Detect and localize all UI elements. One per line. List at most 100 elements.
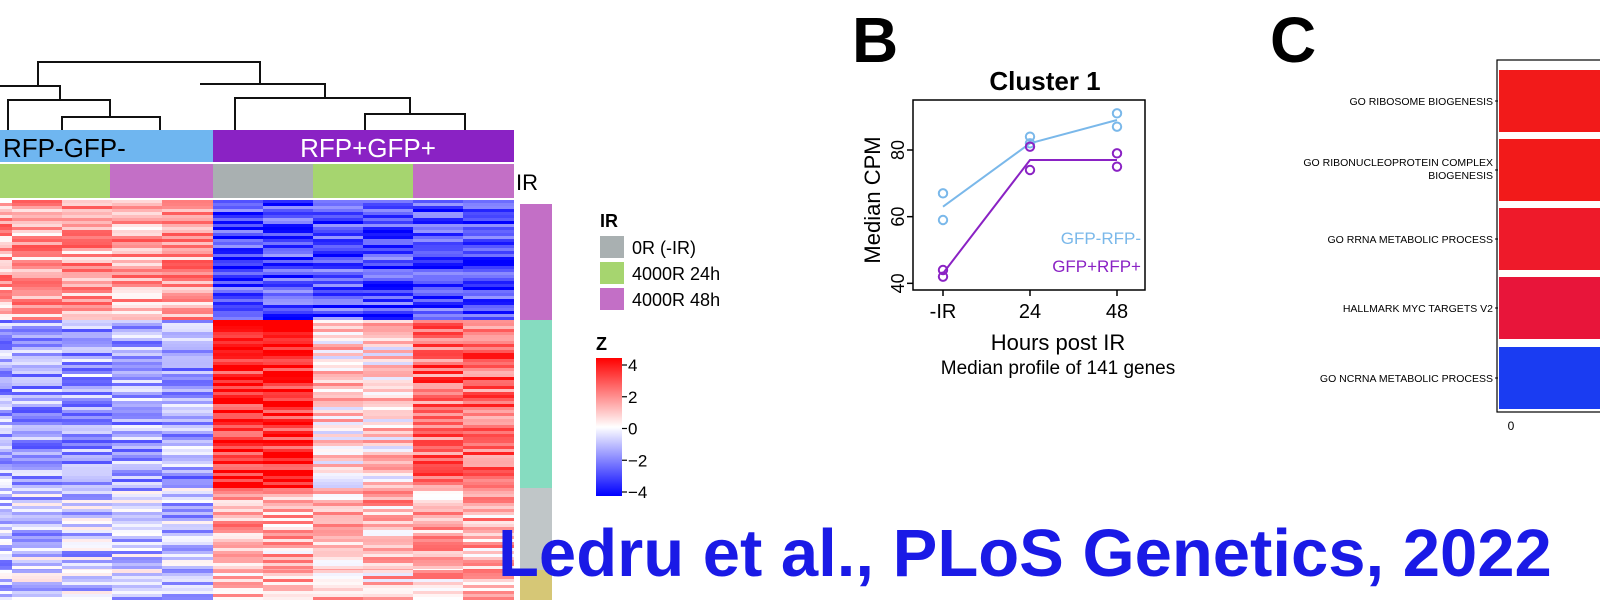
heatmap-cell <box>12 377 62 380</box>
heatmap-cell <box>0 509 12 512</box>
heatmap-cell <box>112 332 162 335</box>
heatmap-cell <box>162 548 213 551</box>
heatmap-cell <box>463 377 514 380</box>
heatmap-cell <box>213 428 263 431</box>
heatmap-cell <box>62 467 112 470</box>
heatmap-cell <box>363 570 413 573</box>
heatmap-cell <box>112 467 162 470</box>
heatmap-cell <box>112 218 162 221</box>
heatmap-cell <box>0 500 12 503</box>
heatmap-cell <box>112 425 162 428</box>
heatmap-cell <box>12 479 62 482</box>
heatmap-cell <box>112 275 162 278</box>
heatmap-cell <box>12 278 62 281</box>
heatmap-cell <box>263 428 313 431</box>
heatmap-cell <box>313 368 363 371</box>
heatmap-cell <box>0 518 12 521</box>
heatmap-cell <box>463 311 514 314</box>
heatmap-cell <box>62 551 112 554</box>
heatmap-cell <box>263 542 313 545</box>
heatmap-cell <box>313 341 363 344</box>
heatmap-cell <box>62 338 112 341</box>
z-legend-ticks: 420−2−4 <box>622 356 647 502</box>
heatmap-cell <box>12 392 62 395</box>
heatmap-cell <box>213 362 263 365</box>
heatmap-cell <box>363 413 413 416</box>
heatmap-cell <box>413 588 463 591</box>
heatmap-cell <box>112 455 162 458</box>
heatmap-cell <box>363 218 413 221</box>
heatmap-cell <box>263 266 313 269</box>
heatmap-cell <box>363 335 413 338</box>
heatmap-cell <box>213 365 263 368</box>
heatmap-cell <box>213 497 263 500</box>
heatmap-cell <box>0 407 12 410</box>
heatmap-cell <box>0 579 12 582</box>
heatmap-cell <box>313 290 363 293</box>
heatmap-cell <box>0 425 12 428</box>
heatmap-cell <box>112 353 162 356</box>
heatmap-cell <box>313 359 363 362</box>
heatmap-cell <box>363 356 413 359</box>
heatmap-cell <box>162 305 213 308</box>
heatmap-cell <box>12 566 62 569</box>
heatmap-cell <box>363 242 413 245</box>
heatmap-cell <box>0 437 12 440</box>
heatmap-cell <box>313 476 363 479</box>
heatmap-cell <box>213 266 263 269</box>
heatmap-cell <box>12 260 62 263</box>
heatmap-cell <box>463 407 514 410</box>
heatmap-cell <box>413 500 463 503</box>
heatmap-cell <box>413 576 463 579</box>
heatmap-cell <box>263 320 313 323</box>
heatmap-cell <box>363 461 413 464</box>
heatmap-cell <box>162 374 213 377</box>
heatmap-cell <box>263 416 313 419</box>
heatmap-cell <box>313 461 363 464</box>
heatmap-cell <box>213 398 263 401</box>
heatmap-cell <box>162 212 213 215</box>
heatmap-cell <box>463 503 514 506</box>
heatmap-cell <box>62 317 112 320</box>
heatmap-cell <box>0 431 12 434</box>
heatmap-cell <box>313 497 363 500</box>
heatmap-cell <box>0 467 12 470</box>
heatmap-cell <box>112 212 162 215</box>
heatmap-cell <box>363 437 413 440</box>
heatmap-cell <box>213 215 263 218</box>
heatmap-cell <box>313 557 363 560</box>
heatmap-cell <box>213 230 263 233</box>
heatmap-cell <box>0 299 12 302</box>
heatmap-cell <box>263 287 313 290</box>
heatmap-cell <box>363 233 413 236</box>
heatmap-cell <box>263 323 313 326</box>
heatmap-cell <box>0 380 12 383</box>
heatmap-cell <box>112 242 162 245</box>
heatmap-cell <box>12 245 62 248</box>
heatmap-cell <box>213 494 263 497</box>
heatmap-cell <box>363 500 413 503</box>
heatmap-cell <box>413 347 463 350</box>
heatmap-cell <box>112 488 162 491</box>
heatmap-cell <box>162 449 213 452</box>
heatmap-cell <box>313 413 363 416</box>
heatmap-cell <box>12 257 62 260</box>
heatmap-cell <box>263 518 313 521</box>
heatmap-cell <box>112 320 162 323</box>
heatmap-cell <box>363 560 413 563</box>
heatmap-cell <box>363 446 413 449</box>
heatmap-cell <box>62 212 112 215</box>
heatmap-cell <box>112 254 162 257</box>
heatmap-cell <box>463 341 514 344</box>
heatmap-cell <box>0 392 12 395</box>
heatmap-cell <box>0 350 12 353</box>
heatmap-cell <box>162 356 213 359</box>
heatmap-cell <box>0 230 12 233</box>
heatmap-cell <box>62 512 112 515</box>
heatmap-cell <box>313 591 363 594</box>
heatmap-cell <box>263 245 313 248</box>
heatmap-cell <box>12 588 62 591</box>
panel-label-b: B <box>852 4 898 76</box>
heatmap-cell <box>12 570 62 573</box>
heatmap-cell <box>162 266 213 269</box>
